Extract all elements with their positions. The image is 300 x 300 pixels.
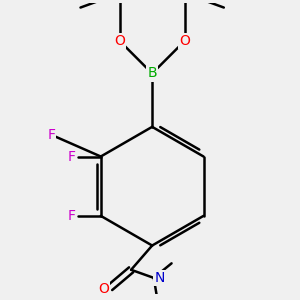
Text: N: N (154, 271, 165, 285)
Text: O: O (98, 282, 109, 296)
Text: B: B (147, 66, 157, 80)
Text: F: F (68, 209, 76, 223)
Text: O: O (114, 34, 125, 48)
Text: F: F (68, 149, 76, 164)
Text: F: F (47, 128, 55, 142)
Text: O: O (179, 34, 190, 48)
